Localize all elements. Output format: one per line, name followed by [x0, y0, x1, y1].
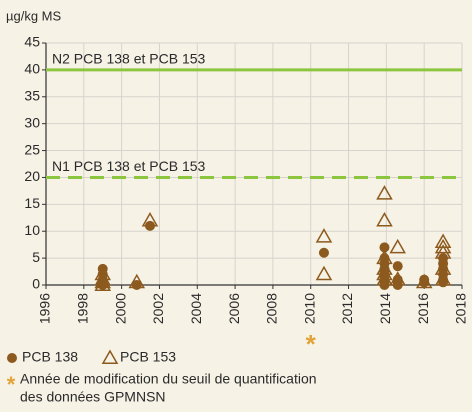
- point: [376, 211, 393, 227]
- y-tick-label: 25: [24, 141, 40, 157]
- point: [318, 247, 329, 258]
- x-tick-label: 2010: [301, 293, 317, 324]
- point: [376, 271, 393, 286]
- x-tick-label: 2014: [377, 293, 393, 324]
- y-tick-label: 0: [32, 276, 40, 292]
- legend-label: PCB 138: [22, 349, 78, 365]
- x-tick-label: 1998: [75, 293, 91, 324]
- annotation-text: des données GPMNSN: [20, 389, 166, 405]
- point: [94, 276, 112, 291]
- point: [315, 228, 333, 243]
- y-tick-label: 40: [24, 61, 40, 77]
- y-tick-label: 10: [24, 222, 40, 238]
- legend-marker: [7, 353, 17, 363]
- point: [389, 271, 407, 286]
- y-tick-label: 20: [24, 168, 40, 184]
- y-tick-label: 35: [24, 87, 40, 103]
- annotation-text: Année de modification du seuil de quanti…: [20, 371, 317, 387]
- point: [376, 185, 393, 200]
- point: [434, 238, 452, 254]
- x-tick-label: 2004: [188, 293, 204, 324]
- legend-label: PCB 153: [120, 349, 176, 365]
- y-tick-label: 15: [24, 195, 40, 211]
- annotation-legend-marker: *: [7, 372, 16, 397]
- point: [315, 265, 333, 281]
- x-tick-label: 1996: [37, 293, 53, 324]
- x-tick-label: 2012: [339, 293, 355, 324]
- y-tick-label: 45: [24, 34, 40, 50]
- point: [94, 273, 112, 289]
- x-tick-label: 2002: [150, 293, 166, 324]
- point: [141, 211, 159, 227]
- point: [128, 273, 146, 289]
- reference-label: N1 PCB 138 et PCB 153: [52, 158, 206, 174]
- point: [389, 238, 407, 254]
- y-axis-label: µg/kg MS: [6, 8, 62, 23]
- x-tick-label: 2008: [264, 293, 280, 324]
- reference-label: N2 PCB 138 et PCB 153: [52, 51, 206, 67]
- y-tick-label: 5: [32, 249, 40, 265]
- point: [434, 244, 452, 259]
- point: [434, 271, 452, 286]
- point: [392, 261, 403, 272]
- x-tick-label: 2016: [415, 293, 431, 324]
- x-tick-label: 2018: [453, 293, 469, 324]
- point: [415, 273, 433, 289]
- x-tick-label: 2006: [226, 293, 242, 324]
- y-tick-label: 30: [24, 114, 40, 130]
- annotation-marker: *: [306, 329, 317, 359]
- legend-marker: [101, 349, 119, 364]
- point: [94, 271, 112, 286]
- point: [379, 242, 390, 253]
- x-tick-label: 2000: [112, 293, 128, 324]
- point: [376, 265, 393, 281]
